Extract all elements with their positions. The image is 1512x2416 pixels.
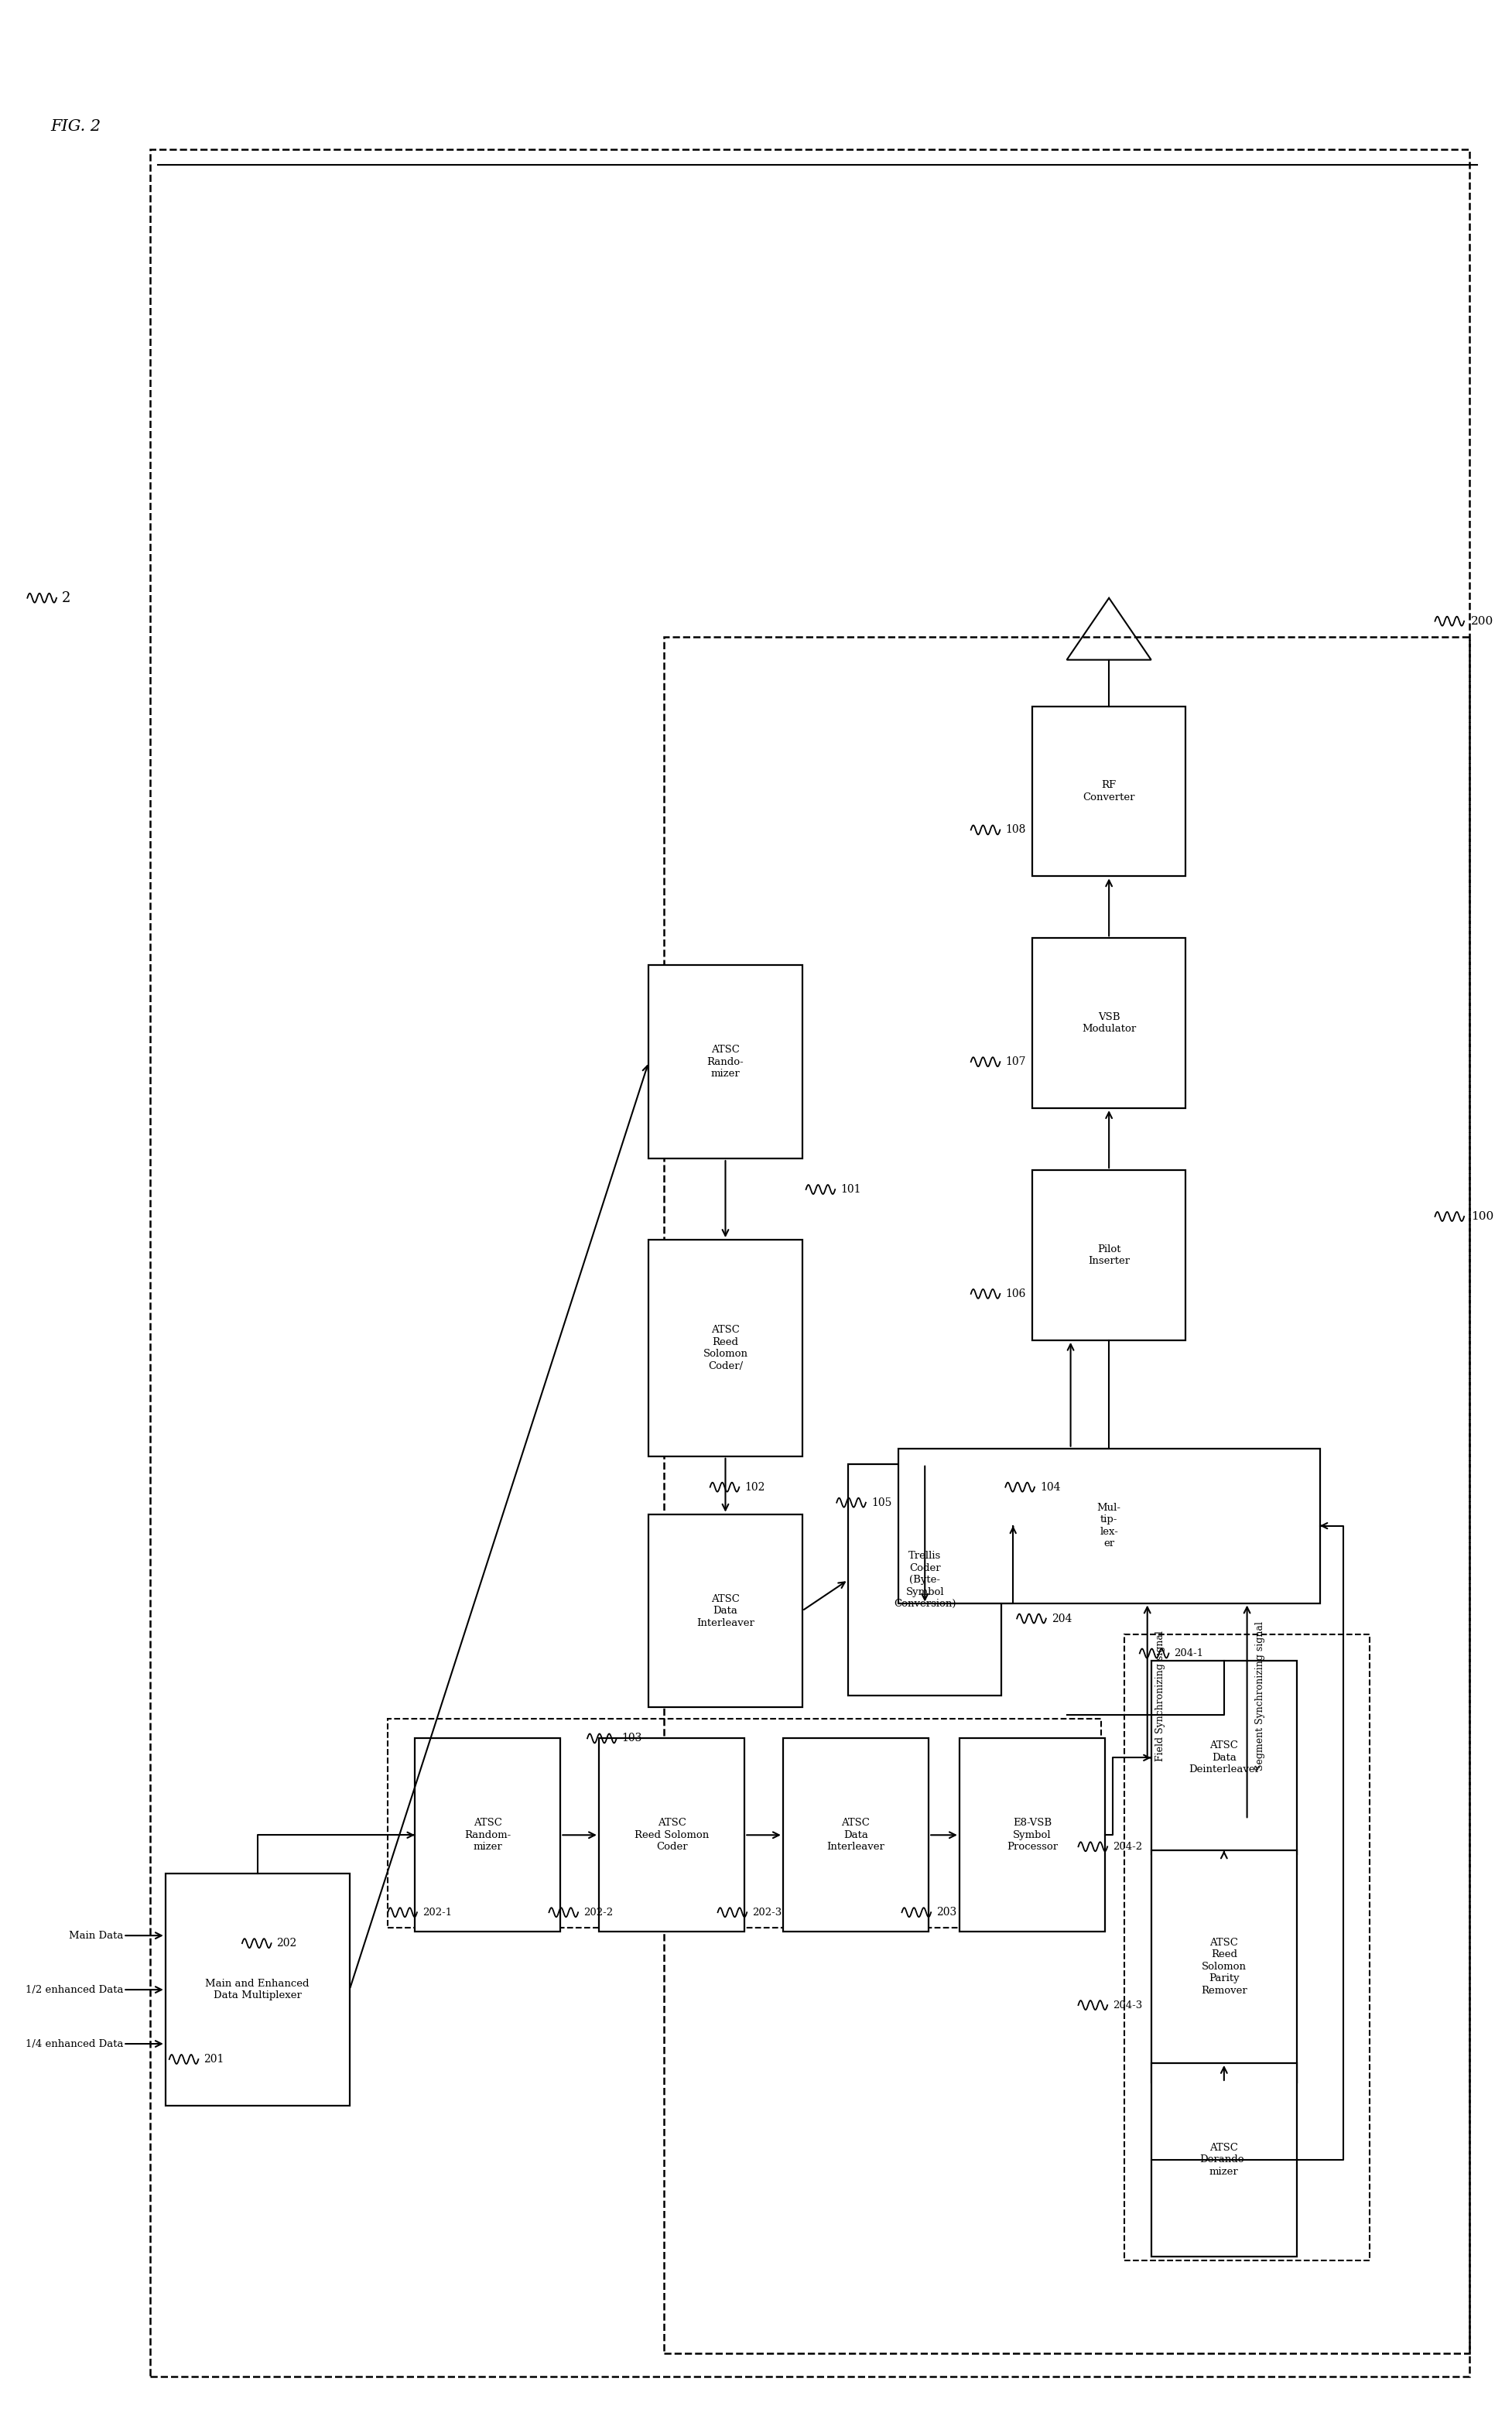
Text: 108: 108 — [1005, 824, 1025, 836]
Bar — [150, 150, 1470, 2377]
Text: 202-1: 202-1 — [422, 1906, 452, 1918]
Text: RF
Converter: RF Converter — [1083, 780, 1136, 802]
Text: 202-3: 202-3 — [753, 1906, 782, 1918]
Text: 100: 100 — [1471, 1210, 1494, 1222]
Text: 2: 2 — [62, 592, 71, 604]
Bar — [1151, 2063, 1297, 2257]
Bar — [1125, 1633, 1370, 2261]
Text: Segment Synchronizing signal: Segment Synchronizing signal — [1255, 1621, 1264, 1771]
Text: 106: 106 — [1005, 1288, 1025, 1300]
Text: ATSC
Derando-
mizer: ATSC Derando- mizer — [1201, 2143, 1247, 2177]
Bar — [649, 1515, 803, 1708]
Text: 101: 101 — [841, 1184, 860, 1196]
Bar — [649, 966, 803, 1160]
Text: Main and Enhanced
Data Multiplexer: Main and Enhanced Data Multiplexer — [206, 1979, 310, 2000]
Text: 204-2: 204-2 — [1113, 1841, 1142, 1851]
Text: Pilot
Inserter: Pilot Inserter — [1089, 1244, 1129, 1266]
Text: VSB
Modulator: VSB Modulator — [1081, 1012, 1136, 1034]
Text: Main Data: Main Data — [68, 1930, 124, 1940]
Bar — [664, 638, 1470, 2353]
Text: ATSC
Random-
mizer: ATSC Random- mizer — [464, 1817, 511, 1853]
Bar — [389, 1720, 1101, 1928]
Text: 200: 200 — [1471, 616, 1494, 626]
Bar — [165, 1875, 349, 2107]
Text: Field Synchronizing signal: Field Synchronizing signal — [1155, 1631, 1166, 1761]
Text: 102: 102 — [744, 1481, 765, 1493]
Text: E8-VSB
Symbol
Processor: E8-VSB Symbol Processor — [1007, 1817, 1058, 1853]
Text: 204-3: 204-3 — [1113, 2000, 1143, 2010]
Bar — [414, 1740, 561, 1933]
Text: 107: 107 — [1005, 1056, 1027, 1068]
Bar — [1151, 1851, 1297, 2083]
Text: 203: 203 — [936, 1906, 957, 1918]
Text: ATSC
Reed
Solomon
Parity
Remover: ATSC Reed Solomon Parity Remover — [1201, 1938, 1247, 1996]
Text: 202: 202 — [277, 1938, 296, 1950]
Text: 204-1: 204-1 — [1175, 1648, 1204, 1657]
Text: 103: 103 — [621, 1732, 643, 1744]
Text: 1/4 enhanced Data: 1/4 enhanced Data — [26, 2039, 124, 2049]
Bar — [1151, 1662, 1297, 1855]
Text: ATSC
Reed Solomon
Coder: ATSC Reed Solomon Coder — [635, 1817, 709, 1853]
Text: 204: 204 — [1051, 1614, 1072, 1624]
Text: 201: 201 — [204, 2054, 224, 2066]
Bar — [783, 1740, 928, 1933]
Text: 105: 105 — [871, 1498, 892, 1508]
Text: ATSC
Data
Interleaver: ATSC Data Interleaver — [827, 1817, 885, 1853]
Text: Trellis
Coder
(Byte-
Symbol
Conversion): Trellis Coder (Byte- Symbol Conversion) — [894, 1551, 956, 1609]
Text: 202-2: 202-2 — [584, 1906, 612, 1918]
Bar — [649, 1239, 803, 1457]
Text: ATSC
Data
Deinterleaver: ATSC Data Deinterleaver — [1188, 1740, 1259, 1776]
Bar — [898, 1450, 1320, 1604]
Bar — [599, 1740, 744, 1933]
Text: 104: 104 — [1040, 1481, 1060, 1493]
Text: 1/2 enhanced Data: 1/2 enhanced Data — [26, 1984, 124, 1996]
Text: ATSC
Data
Interleaver: ATSC Data Interleaver — [697, 1595, 754, 1628]
Bar — [1033, 937, 1185, 1109]
Text: FIG. 2: FIG. 2 — [50, 118, 101, 133]
Text: ATSC
Rando-
mizer: ATSC Rando- mizer — [708, 1044, 744, 1080]
Text: ATSC
Reed
Solomon
Coder/: ATSC Reed Solomon Coder/ — [703, 1324, 748, 1370]
Text: Mul-
tip-
lex-
er: Mul- tip- lex- er — [1098, 1503, 1120, 1549]
Bar — [1033, 705, 1185, 877]
Bar — [960, 1740, 1105, 1933]
Bar — [848, 1464, 1001, 1696]
Bar — [1033, 1169, 1185, 1341]
